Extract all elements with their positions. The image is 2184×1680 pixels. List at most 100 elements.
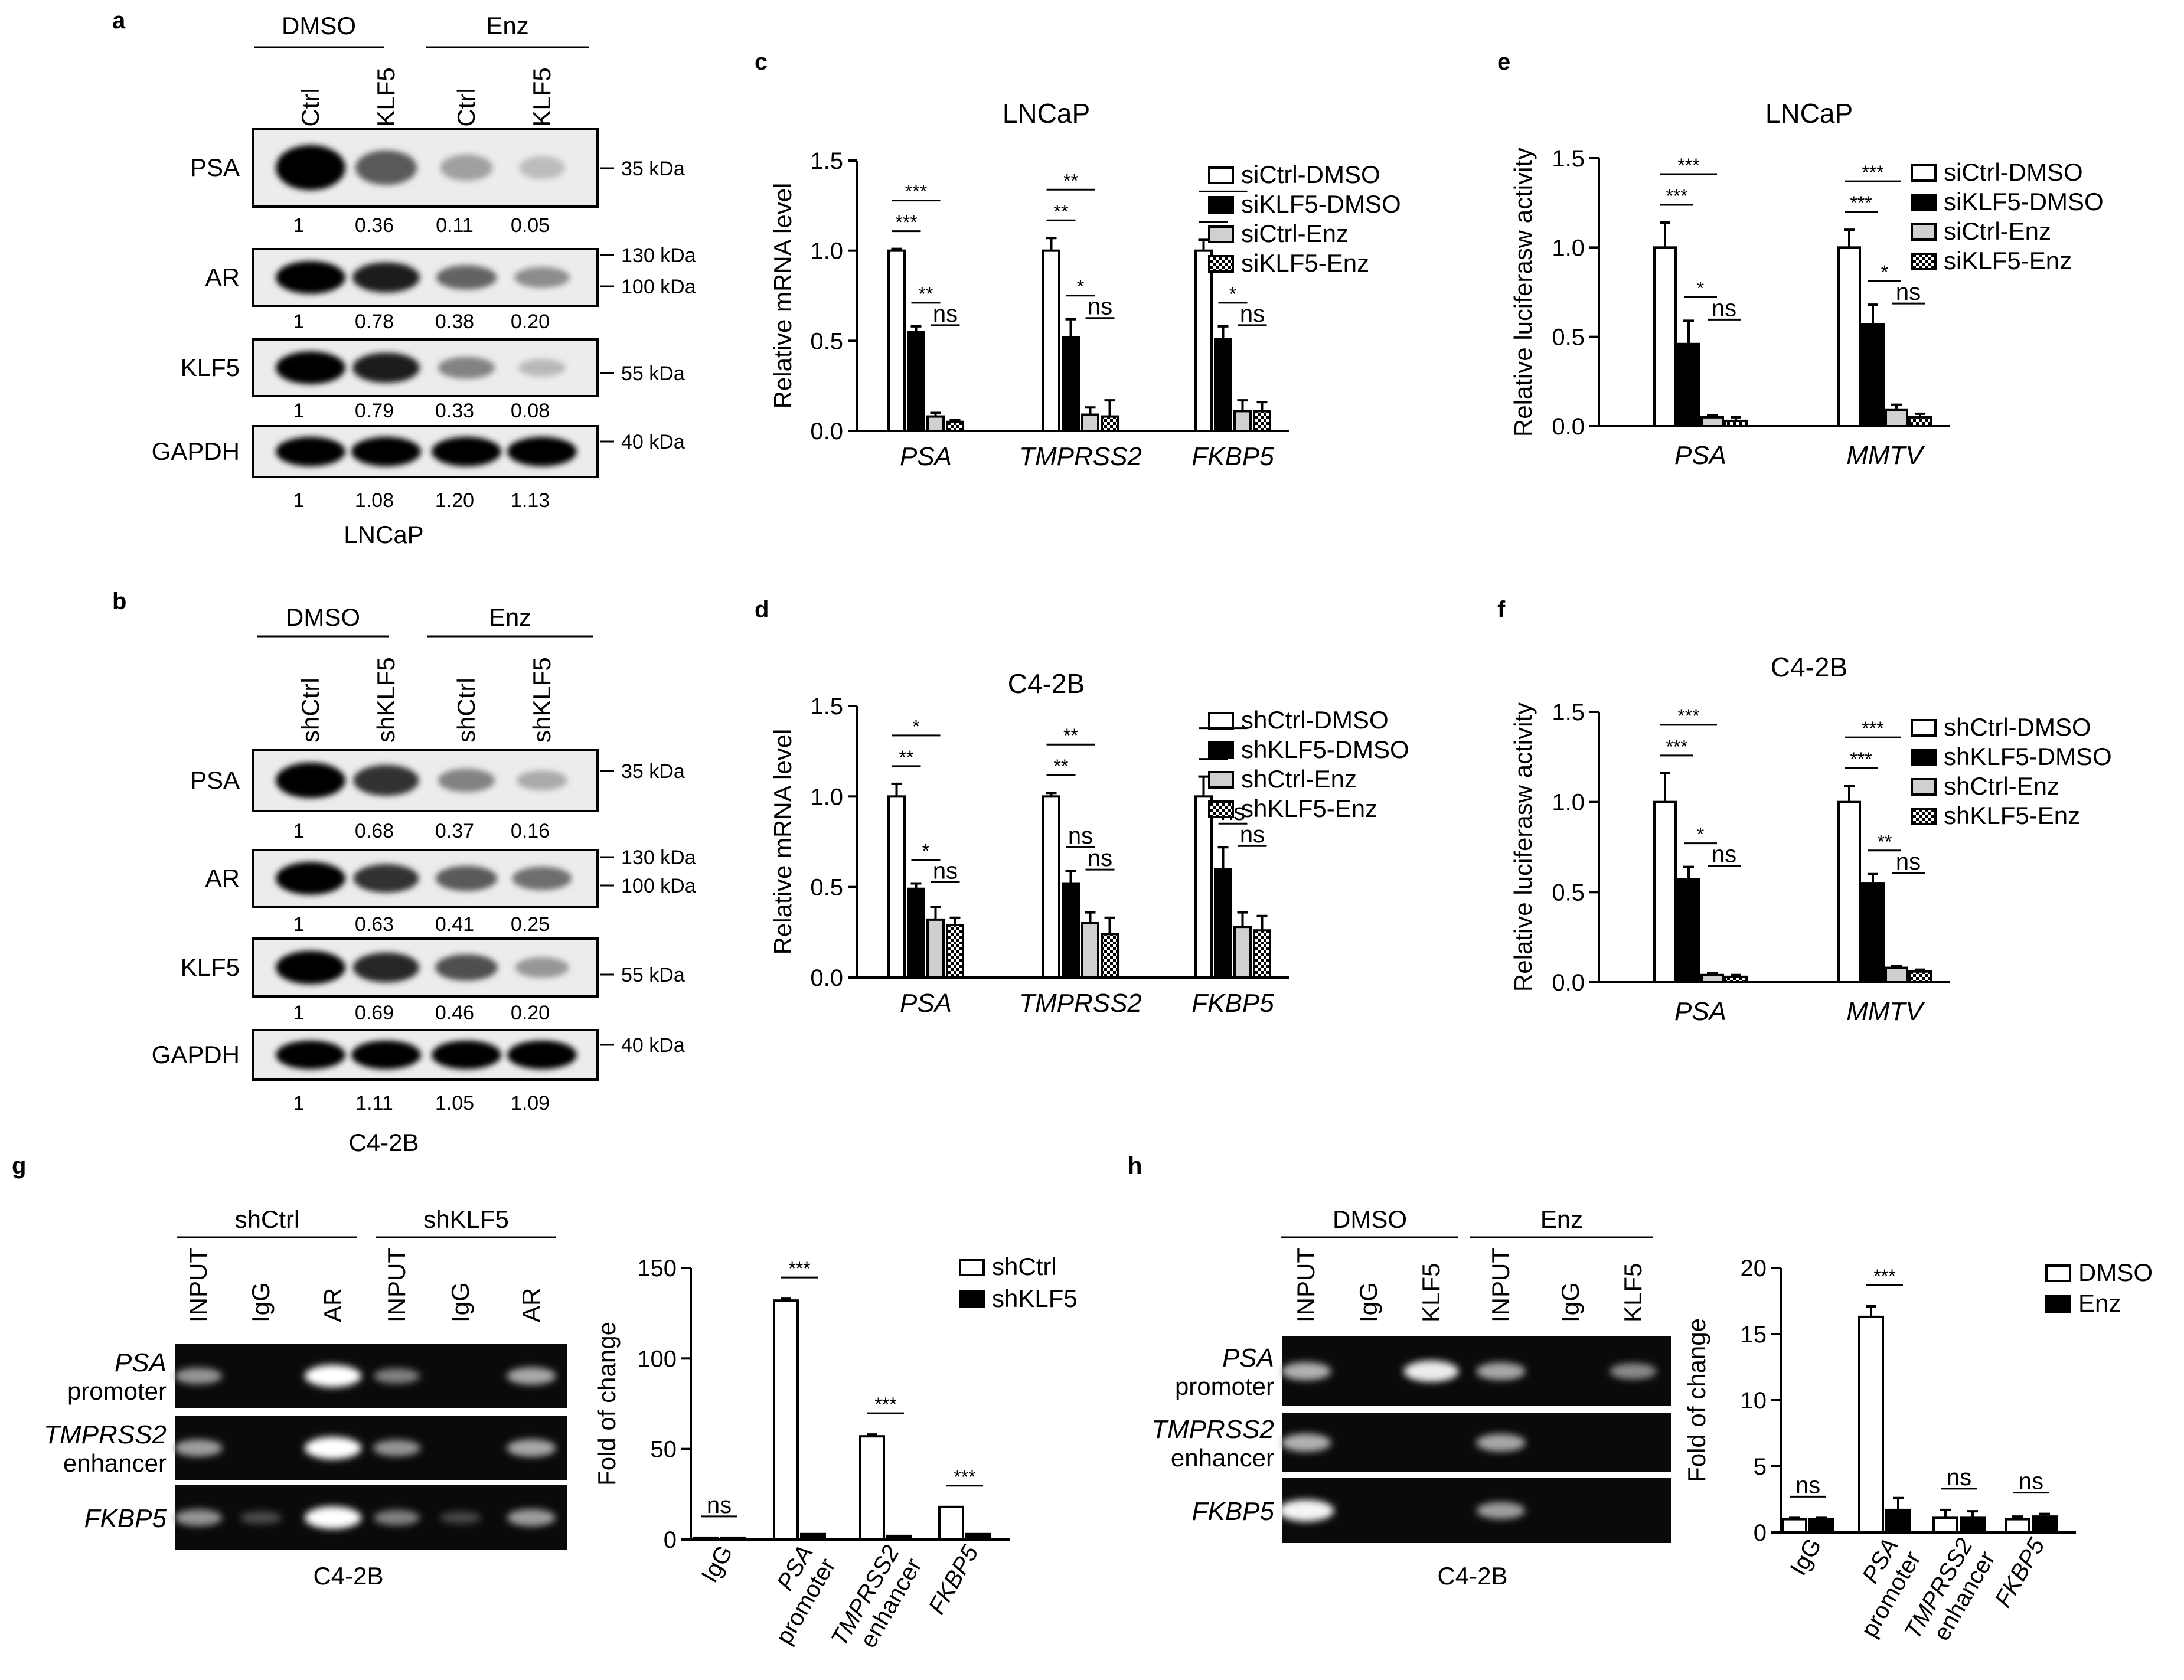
bar [1781, 1518, 1807, 1534]
chart-title: C4-2B [1771, 652, 1847, 682]
legend-swatch [2045, 1295, 2071, 1313]
band-quantification: 1 [293, 1002, 305, 1024]
category-label-line: IgG [1785, 1534, 1826, 1580]
legend-entry: shCtrl-DMSO [1241, 706, 1389, 734]
bar [886, 1534, 912, 1541]
category-label-0: PSA [1674, 997, 1726, 1026]
gel-band [440, 1511, 481, 1524]
significance-label: ** [919, 283, 933, 305]
y-tick-label: 1.5 [1552, 700, 1585, 725]
bar [1042, 795, 1060, 979]
y-tick-label: 1.0 [810, 238, 843, 264]
bar [2032, 1515, 2058, 1534]
bar [1724, 975, 1748, 983]
blot-band [440, 154, 493, 181]
cell-line-label: C4-2B [313, 1562, 383, 1590]
lane-label-shklf5: shKLF5 [528, 657, 556, 743]
category-label-3: FKBP5 [923, 1541, 984, 1619]
band-quantification: 0.38 [435, 310, 474, 333]
legend-entry: shKLF5-Enz [1944, 802, 2080, 829]
band-quantification: 1 [293, 214, 305, 237]
bar [1885, 408, 1908, 428]
gel-band [305, 1506, 361, 1529]
band-quantification: 0.36 [355, 214, 394, 237]
bar [1677, 342, 1700, 427]
y-tick-label: 0.0 [1552, 970, 1585, 996]
gel-band [507, 1367, 556, 1385]
blot-band [518, 359, 566, 377]
gel-group-label-shklf5: shKLF5 [423, 1205, 509, 1233]
gel-band [507, 1509, 556, 1527]
gel-lane-label-igg: IgG [1556, 1282, 1584, 1322]
category-label-0: IgG [696, 1541, 737, 1587]
bar [693, 1536, 719, 1541]
significance-label: ns [1088, 294, 1112, 320]
gel-band [174, 1509, 223, 1527]
legend-entry: siCtrl-DMSO [1944, 158, 2083, 186]
group-label-enz: Enz [489, 603, 531, 631]
gel-lane-label-igg: IgG [1354, 1282, 1382, 1322]
gel-band [507, 1439, 556, 1457]
band-quantification: 0.20 [511, 310, 550, 333]
blot-row-label-klf5: KLF5 [181, 354, 240, 381]
band-quantification: 1.13 [511, 489, 550, 512]
significance-label: *** [1850, 749, 1872, 770]
blot-row-label-psa: PSA [190, 153, 240, 181]
lane-label-shctrl: shCtrl [452, 678, 480, 743]
legend-swatch [1208, 712, 1234, 730]
bar [1932, 1516, 1958, 1534]
gel-lane-label-input: INPUT [383, 1248, 410, 1322]
legend-swatch [1911, 778, 1937, 796]
significance-label: ns [1240, 822, 1265, 848]
gel-band [1476, 1434, 1526, 1452]
band-quantification: 1.08 [355, 489, 394, 512]
kda-marker: 55 kDa [621, 362, 685, 385]
significance-label: * [922, 841, 929, 862]
bar [1081, 413, 1099, 433]
gel-group-label-dmso: DMSO [1333, 1205, 1407, 1233]
significance-label: * [912, 716, 919, 737]
lane-label-shctrl: shCtrl [296, 678, 324, 743]
kda-marker: 55 kDa [621, 964, 685, 986]
panel-letter-g: g [12, 1153, 26, 1179]
band-quantification: 1 [293, 913, 305, 936]
gel-row [175, 1344, 567, 1408]
band-quantification: 1.09 [511, 1092, 550, 1114]
gel-band [174, 1367, 223, 1385]
blot-band [432, 437, 501, 466]
bar [1861, 882, 1885, 983]
bar [1908, 416, 1932, 427]
chart-c: 0.0 0.5 1.0 1.5 Relative mRNA level LNCaP PSA T… [769, 98, 1401, 471]
blot-band [436, 265, 497, 290]
bar [946, 924, 964, 979]
legend-entry: siKLF5-DMSO [1241, 190, 1401, 218]
bar [1042, 249, 1060, 432]
bar [1908, 970, 1932, 984]
bar [1194, 249, 1213, 432]
blot-band [276, 351, 345, 384]
bar [887, 795, 906, 979]
gel-band [174, 1439, 223, 1457]
chart-title: LNCaP [1765, 98, 1853, 129]
lane-label-shklf5: shKLF5 [372, 657, 400, 743]
significance-label: * [1077, 276, 1084, 298]
legend-swatch [1208, 255, 1234, 273]
legend-entry: siKLF5-DMSO [1944, 188, 2104, 215]
legend-swatch [1911, 719, 1937, 737]
y-tick-label: 100 [637, 1346, 677, 1372]
significance-label: * [1697, 824, 1704, 845]
band-quantification: 1 [293, 820, 305, 842]
panel-letters: a b c d e f g h [12, 8, 1510, 1179]
legend-entry: siCtrl-DMSO [1241, 161, 1380, 188]
blot-row-label-gapdh: GAPDH [152, 437, 240, 465]
significance-label: ns [1712, 842, 1736, 868]
panel-letter-h: h [1128, 1153, 1142, 1179]
category-label-1: TMPRSS2 [1019, 989, 1142, 1018]
y-axis-label: Fold of change [1683, 1318, 1710, 1482]
group-label-enz: Enz [486, 12, 528, 40]
y-axis-label: Relative luciferasw activity [1509, 702, 1537, 992]
legend-entry: shCtrl-DMSO [1944, 713, 2091, 741]
gel-row-label: FKBP5 [84, 1504, 167, 1533]
significance-label: ** [1878, 831, 1892, 852]
